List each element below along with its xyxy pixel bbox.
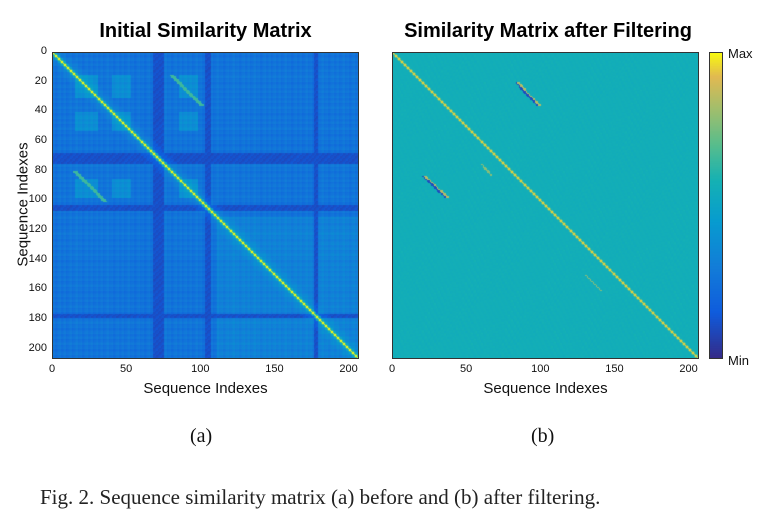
chart-a-ytick-180: 180 (28, 311, 47, 324)
heatmap-a (52, 52, 359, 359)
chart-a-ytick-200: 200 (28, 341, 47, 354)
figure-caption: Fig. 2. Sequence similarity matrix (a) b… (40, 485, 601, 509)
chart-a-xtick-0: 0 (48, 363, 56, 375)
chart-a-ytick-20: 20 (34, 74, 47, 87)
subfigure-b-label: (b) (531, 425, 555, 447)
chart-b-xtick-100: 100 (531, 363, 550, 375)
subfigure-a-label: (a) (190, 425, 213, 447)
colorbar-max-label: Max (728, 46, 753, 61)
chart-a-ytick-0: 0 (40, 45, 47, 57)
colorbar (709, 52, 723, 359)
chart-a-xtick-200: 200 (339, 363, 358, 375)
chart-b-xtick-200: 200 (679, 363, 698, 375)
chart-a-xtick-150: 150 (265, 363, 284, 375)
chart-a-xtick-100: 100 (191, 363, 210, 375)
heatmap-b (392, 52, 699, 359)
chart-b-xtick-150: 150 (605, 363, 624, 375)
chart-a-xtick-50: 50 (120, 363, 133, 375)
chart-a-ytick-160: 160 (28, 282, 47, 295)
heatmap-b-frame (392, 52, 699, 359)
chart-b-xtick-50: 50 (460, 363, 473, 375)
chart-a-ytick-100: 100 (28, 193, 47, 206)
chart-a-ytick-80: 80 (34, 163, 47, 176)
colorbar-frame (709, 52, 723, 359)
chart-a-ytick-40: 40 (34, 104, 47, 117)
chart-a-ytick-60: 60 (34, 133, 47, 146)
chart-a-ytick-140: 140 (28, 252, 47, 265)
chart-a-title: Initial Similarity Matrix (99, 20, 312, 42)
chart-a-xlabel: Sequence Indexes (143, 380, 268, 397)
colorbar-min-label: Min (728, 353, 749, 368)
chart-b-xlabel: Sequence Indexes (483, 380, 608, 397)
chart-a-ytick-120: 120 (28, 222, 47, 235)
chart-b-title: Similarity Matrix after Filtering (404, 20, 692, 42)
heatmap-a-frame (52, 52, 359, 359)
chart-a-ylabel: Sequence Indexes (14, 142, 32, 267)
chart-b-xtick-0: 0 (388, 363, 396, 375)
